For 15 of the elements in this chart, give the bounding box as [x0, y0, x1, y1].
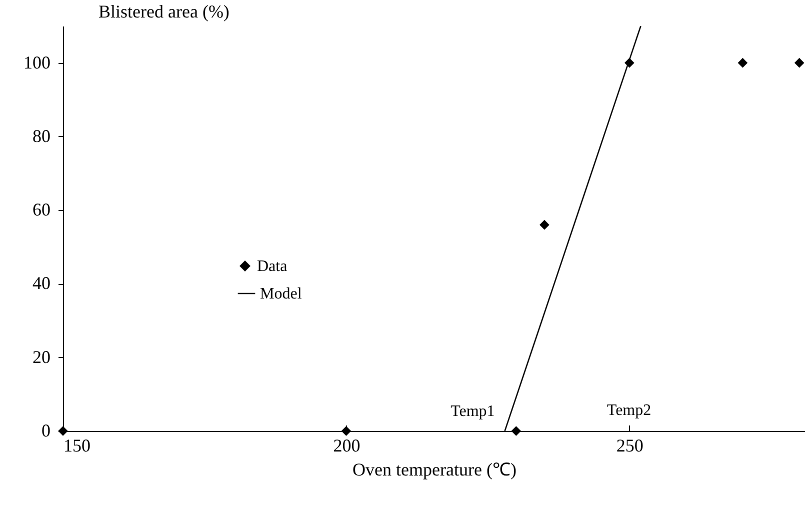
legend-label: Model [260, 286, 302, 302]
y-axis-title: Blistered area (%) [98, 2, 230, 22]
x-axis-title: Oven temperature (℃) [352, 460, 516, 480]
y-tick-label: 20 [32, 346, 50, 367]
y-tick-label: 0 [42, 420, 50, 440]
y-tick-label: 100 [24, 52, 50, 72]
y-tick-label: 40 [32, 273, 50, 294]
y-tick-label: 80 [32, 126, 50, 146]
x-tick-label: 200 [333, 436, 360, 456]
legend-label: Data [257, 258, 288, 275]
annotation: Temp1 [450, 403, 495, 420]
y-tick-label: 60 [32, 200, 50, 220]
annotation: Temp2 [606, 402, 652, 419]
x-tick-label: 250 [616, 436, 644, 456]
x-tick-label: 150 [64, 436, 90, 456]
